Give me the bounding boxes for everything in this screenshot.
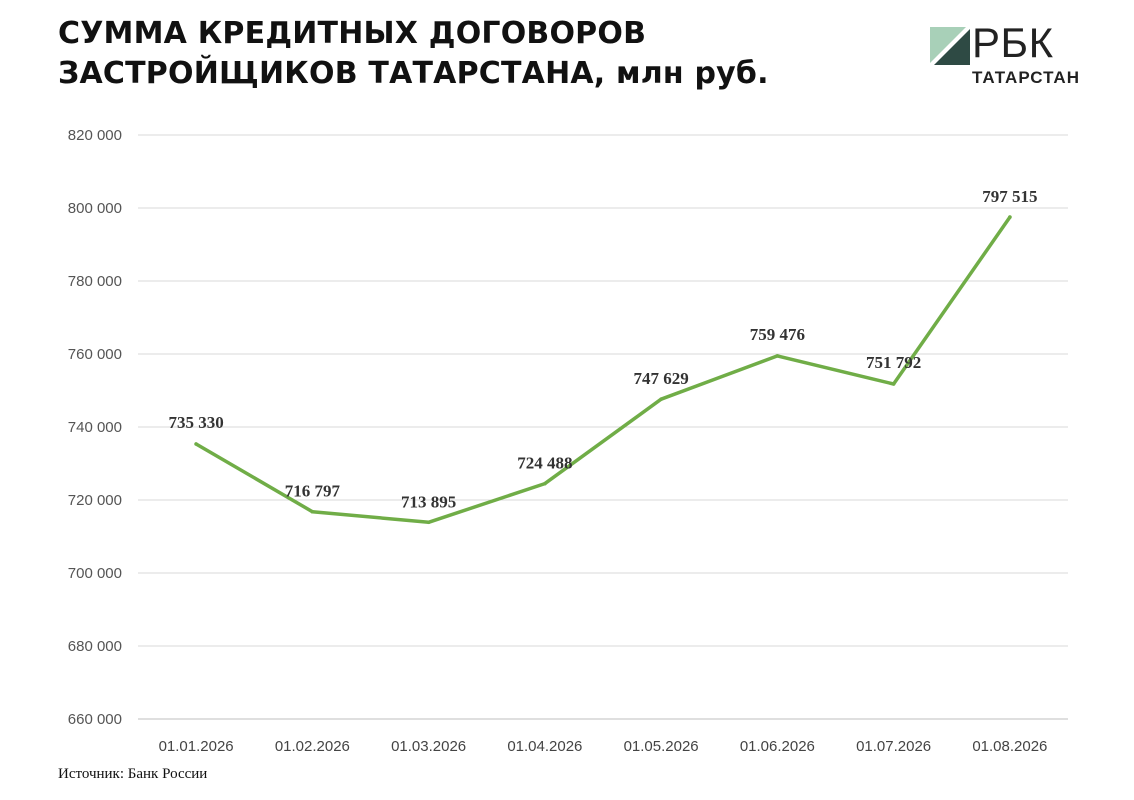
chart-title-line-1: СУММА КРЕДИТНЫХ ДОГОВОРОВ xyxy=(58,16,647,51)
data-label: 759 476 xyxy=(750,325,805,344)
logo-dark-triangle xyxy=(934,29,970,65)
data-label: 716 797 xyxy=(285,482,341,501)
y-tick-label: 680 000 xyxy=(68,638,122,655)
data-label: 797 515 xyxy=(982,187,1037,206)
x-tick-label: 01.07.2026 xyxy=(856,738,931,755)
logo-wordmark: РБК xyxy=(972,19,1054,66)
logo-region: ТАТАРСТАН xyxy=(972,68,1080,87)
y-axis-labels: 660 000 680 000 700 000 720 000 740 000 760 0… xyxy=(68,127,122,728)
x-tick-label: 01.08.2026 xyxy=(972,738,1047,755)
data-point xyxy=(543,481,547,486)
rbc-logo: РБК ТАТАРСТАН xyxy=(930,20,1090,94)
data-point xyxy=(1008,215,1012,219)
data-label: 747 629 xyxy=(634,369,689,388)
y-tick-label: 720 000 xyxy=(68,492,122,509)
data-label: 724 488 xyxy=(517,454,572,473)
chart-title: СУММА КРЕДИТНЫХ ДОГОВОРОВ ЗАСТРОЙЩИКОВ Т… xyxy=(58,14,878,94)
data-point xyxy=(775,354,780,358)
y-tick-label: 700 000 xyxy=(68,565,122,582)
logo-light-triangle xyxy=(930,27,966,63)
data-label: 751 792 xyxy=(866,353,921,372)
data-point xyxy=(194,442,198,446)
rbc-logo-mark-icon xyxy=(930,27,970,65)
chart-gridlines xyxy=(138,134,1068,720)
x-tick-label: 01.05.2026 xyxy=(624,738,699,755)
data-label: 713 895 xyxy=(401,492,456,511)
data-point xyxy=(426,520,431,525)
y-tick-label: 760 000 xyxy=(68,346,122,363)
data-label: 735 330 xyxy=(169,413,224,432)
y-tick-label: 780 000 xyxy=(68,273,122,290)
y-tick-label: 660 000 xyxy=(68,711,122,728)
series-line xyxy=(194,215,1012,525)
source-note: Источник: Банк России xyxy=(58,766,208,782)
x-tick-label: 01.02.2026 xyxy=(275,738,350,755)
x-axis-labels: 01.01.2026 01.02.2026 01.03.2026 01.04.2026… xyxy=(159,738,1048,755)
x-tick-label: 01.06.2026 xyxy=(740,738,815,755)
x-tick-label: 01.01.2026 xyxy=(159,738,234,755)
data-point xyxy=(310,509,315,514)
y-tick-label: 740 000 xyxy=(68,419,122,436)
data-point xyxy=(659,397,663,401)
data-labels: 735 330 716 797 713 895 724 488 747 629 759 4… xyxy=(169,187,1038,511)
chart-series xyxy=(194,215,1012,525)
chart-title-line-2: ЗАСТРОЙЩИКОВ ТАТАРСТАНА, млн руб. xyxy=(58,56,769,91)
x-tick-label: 01.04.2026 xyxy=(507,738,582,755)
data-point xyxy=(891,382,896,386)
y-tick-label: 820 000 xyxy=(68,127,122,144)
x-tick-label: 01.03.2026 xyxy=(391,738,466,755)
y-tick-label: 800 000 xyxy=(68,200,122,217)
